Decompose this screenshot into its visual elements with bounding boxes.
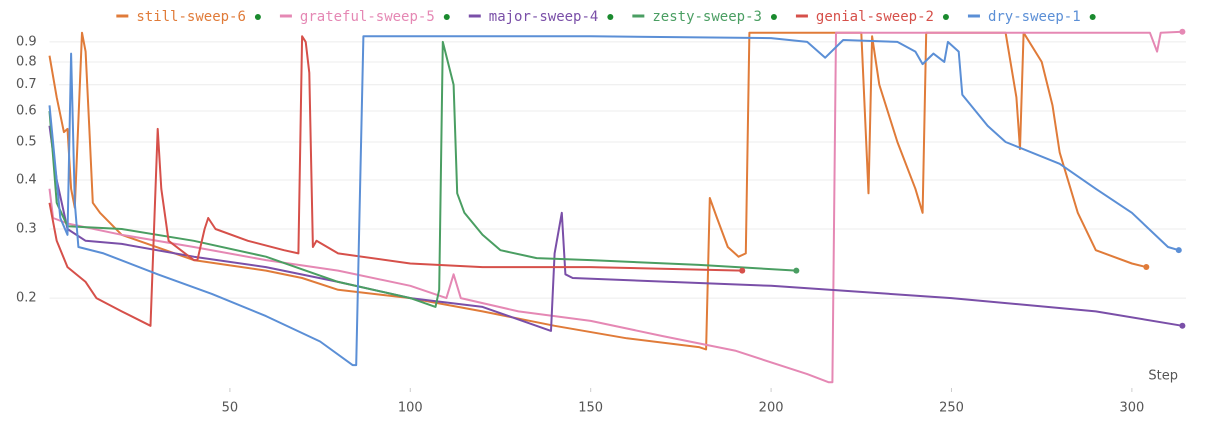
y-tick-label: 0.9 [16, 34, 37, 49]
legend-label: grateful-sweep-5 [300, 9, 435, 25]
y-tick-label: 0.5 [16, 135, 37, 150]
legend-label: major-sweep-4 [489, 9, 599, 25]
y-tick-label: 0.8 [16, 54, 37, 69]
series-line [48, 125, 1183, 332]
end-point [1179, 28, 1186, 35]
legend-status [443, 14, 450, 20]
series-line [48, 40, 797, 308]
x-axis-label: Step [1148, 369, 1178, 384]
y-tick-label: 0.2 [16, 291, 37, 306]
x-tick-label: 100 [398, 401, 423, 416]
y-tick-label: 0.6 [16, 103, 37, 118]
x-tick-label: 200 [759, 401, 784, 416]
x-tick-label: 250 [939, 401, 964, 416]
end-point [1143, 264, 1150, 271]
legend-label: zesty-sweep-3 [652, 9, 762, 25]
legend-status [942, 14, 949, 20]
series-line [48, 31, 1147, 351]
x-tick-label: 300 [1119, 401, 1144, 416]
end-point [793, 267, 800, 274]
legend-label: genial-sweep-2 [816, 9, 934, 25]
y-tick-label: 0.7 [16, 77, 37, 92]
legend-label: dry-sweep-1 [988, 9, 1081, 25]
y-tick-label: 0.4 [16, 173, 37, 188]
end-point [1175, 247, 1182, 254]
y-tick-label: 0.3 [16, 222, 37, 237]
end-point [739, 267, 746, 274]
legend: still-sweep-6 grateful-sweep-5 major-sweep… [116, 9, 1096, 25]
series-line [48, 35, 743, 327]
series-line [48, 35, 1180, 367]
x-tick-label: 150 [578, 401, 603, 416]
legend-status [1089, 14, 1096, 20]
legend-status [254, 14, 261, 20]
legend-status [770, 14, 777, 20]
end-point [1179, 322, 1186, 329]
x-tick-label: 50 [222, 401, 239, 416]
legend-status [607, 14, 614, 20]
legend-label: still-sweep-6 [136, 9, 246, 25]
